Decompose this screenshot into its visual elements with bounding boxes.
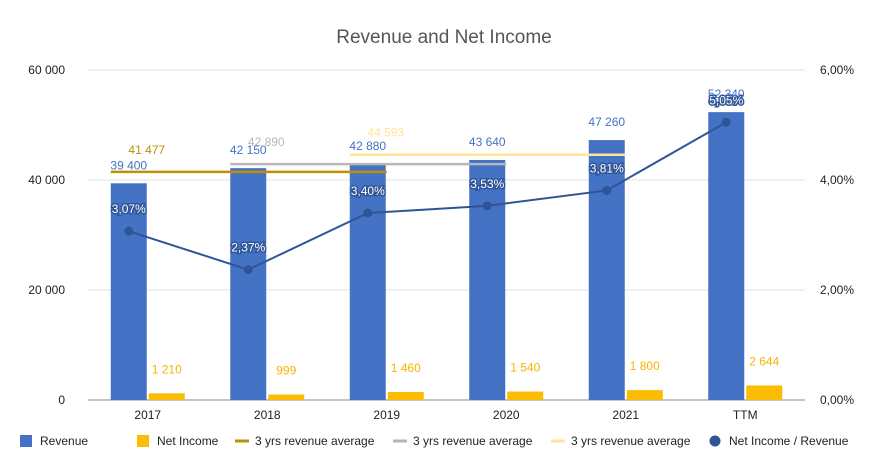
right-tick-label: 4,00% (820, 173, 854, 187)
legend-label: Net Income / Revenue (729, 434, 849, 448)
revenue-bar (469, 159, 506, 400)
legend-label: 3 yrs revenue average (413, 434, 533, 448)
revenue-bar (230, 168, 267, 400)
net-income-data-label: 1 800 (630, 359, 660, 373)
net-income-data-label: 1 460 (391, 361, 421, 375)
bars (110, 112, 783, 400)
ratio-point (482, 201, 492, 211)
x-tick-label: TTM (733, 408, 758, 422)
ratio-data-label: 3,81% (590, 161, 624, 175)
revenue-bar (588, 140, 625, 400)
average-lines: 41 477 42 890 44 593 (110, 126, 626, 174)
x-tick-label: 2019 (373, 408, 400, 422)
revenue-data-label: 42 880 (349, 139, 386, 153)
legend-label: Revenue (40, 434, 88, 448)
right-tick-label: 0,00% (820, 393, 854, 407)
ratio-point (363, 208, 373, 218)
right-axis-ticks: 0,00% 2,00% 4,00% 6,00% (820, 63, 854, 407)
average-line-label: 44 593 (367, 126, 404, 140)
legend-swatch (20, 435, 32, 447)
ratio-data-label: 3,40% (351, 184, 385, 198)
revenue-data-label: 47 260 (588, 115, 625, 129)
revenue-data-label: 42 150 (230, 143, 267, 157)
legend-label: Net Income (157, 434, 219, 448)
ratio-point (243, 265, 253, 275)
left-axis-ticks: 0 20 000 40 000 60 000 (28, 63, 65, 407)
ratio-line-path (128, 121, 727, 271)
legend-swatch (709, 435, 721, 447)
net-income-data-label: 1 210 (152, 362, 182, 376)
x-tick-label: 2018 (254, 408, 281, 422)
legend-label: 3 yrs revenue average (255, 434, 375, 448)
x-tick-label: 2017 (134, 408, 161, 422)
ratio-line: 3,07% 2,37% 3,40% 3,53% 3,81% 5,05% (110, 92, 745, 275)
ratio-point (602, 185, 612, 195)
net-income-bar (626, 390, 663, 400)
ratio-point (721, 117, 731, 127)
net-income-data-label: 999 (276, 364, 296, 378)
left-tick-label: 0 (58, 393, 65, 407)
left-tick-label: 20 000 (28, 283, 65, 297)
legend: Revenue Net Income 3 yrs revenue average 3 … (20, 434, 849, 448)
data-labels: 39 400 1 210 42 150 999 42 880 1 460 43 640 1 5… (110, 87, 779, 377)
legend-label: 3 yrs revenue average (571, 434, 691, 448)
right-tick-label: 2,00% (820, 283, 854, 297)
gridlines (88, 69, 805, 401)
x-axis-ticks: 2017 2018 2019 2020 2021 TTM (134, 408, 757, 422)
revenue-bar (708, 112, 745, 400)
ratio-data-label: 3,53% (470, 177, 504, 191)
net-income-bar (507, 391, 544, 400)
net-income-data-label: 1 540 (510, 361, 540, 375)
chart-title: Revenue and Net Income (336, 27, 551, 48)
ratio-point (124, 226, 134, 236)
ratio-data-label: 3,07% (112, 202, 146, 216)
revenue-data-label: 43 640 (469, 135, 506, 149)
revenue-bar (349, 164, 386, 400)
net-income-bar (387, 391, 424, 400)
net-income-data-label: 2 644 (749, 354, 779, 368)
revenue-bar (110, 183, 147, 400)
right-tick-label: 6,00% (820, 63, 854, 77)
x-tick-label: 2020 (493, 408, 520, 422)
ratio-data-label: 2,37% (231, 241, 265, 255)
net-income-bar (148, 393, 185, 400)
revenue-data-label: 52 340 (708, 87, 745, 101)
net-income-bar (746, 385, 783, 400)
average-line-label: 42 890 (248, 135, 285, 149)
average-line-label: 41 477 (128, 143, 165, 157)
ratio-data-label: 5,05% (709, 93, 743, 107)
revenue-data-label: 39 400 (110, 158, 147, 172)
left-tick-label: 60 000 (28, 63, 65, 77)
legend-swatch (137, 435, 149, 447)
net-income-bar (268, 394, 305, 400)
left-tick-label: 40 000 (28, 173, 65, 187)
x-tick-label: 2021 (612, 408, 639, 422)
